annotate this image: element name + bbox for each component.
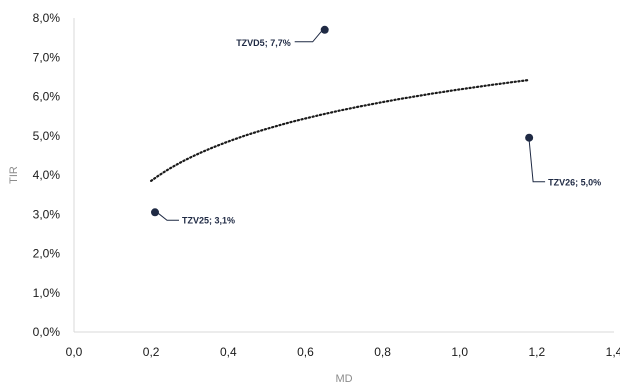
data-point-label: TZVD5; 7,7% (236, 38, 291, 48)
data-points: TZVD5; 7,7% TZV26; 5,0% TZV25; 3,1% (151, 25, 601, 225)
data-point (151, 208, 159, 217)
x-tick-label: 0,2 (143, 345, 160, 359)
y-axis-title: TIR (8, 166, 20, 184)
data-point (320, 25, 329, 34)
x-tick-label: 1,4 (606, 345, 620, 359)
x-tick-label: 0,8 (374, 345, 391, 359)
x-tick-label: 0,0 (66, 345, 83, 359)
y-tick-label: 1,0% (33, 286, 61, 300)
data-point (525, 133, 534, 142)
data-point-label: TZV25; 3,1% (182, 215, 235, 225)
y-tick-label: 4,0% (33, 168, 61, 182)
y-axis-ticks: 0,0% 1,0% 2,0% 3,0% 4,0% 5,0% 6,0% 7,0% 8,0% (33, 11, 61, 339)
x-tick-label: 0,4 (220, 345, 237, 359)
x-axis-title: MD (335, 373, 352, 384)
y-tick-label: 7,0% (33, 50, 61, 64)
y-tick-label: 8,0% (33, 11, 61, 25)
y-tick-label: 0,0% (33, 325, 61, 339)
y-tick-label: 3,0% (33, 207, 61, 221)
trendline (150, 78, 531, 182)
x-axis-ticks: 0,0 0,2 0,4 0,6 0,8 1,0 1,2 1,4 (66, 345, 620, 359)
y-tick-label: 5,0% (33, 129, 61, 143)
trendline-group (150, 78, 531, 182)
x-tick-label: 0,6 (297, 345, 314, 359)
y-tick-label: 2,0% (33, 247, 61, 261)
label-leader-line (528, 139, 546, 183)
data-point-label: TZV26; 5,0% (548, 178, 601, 188)
label-leader-line (156, 211, 179, 221)
x-tick-label: 1,2 (529, 345, 546, 359)
label-leader-line (294, 29, 324, 43)
y-tick-label: 6,0% (33, 90, 61, 104)
x-tick-label: 1,0 (451, 345, 468, 359)
